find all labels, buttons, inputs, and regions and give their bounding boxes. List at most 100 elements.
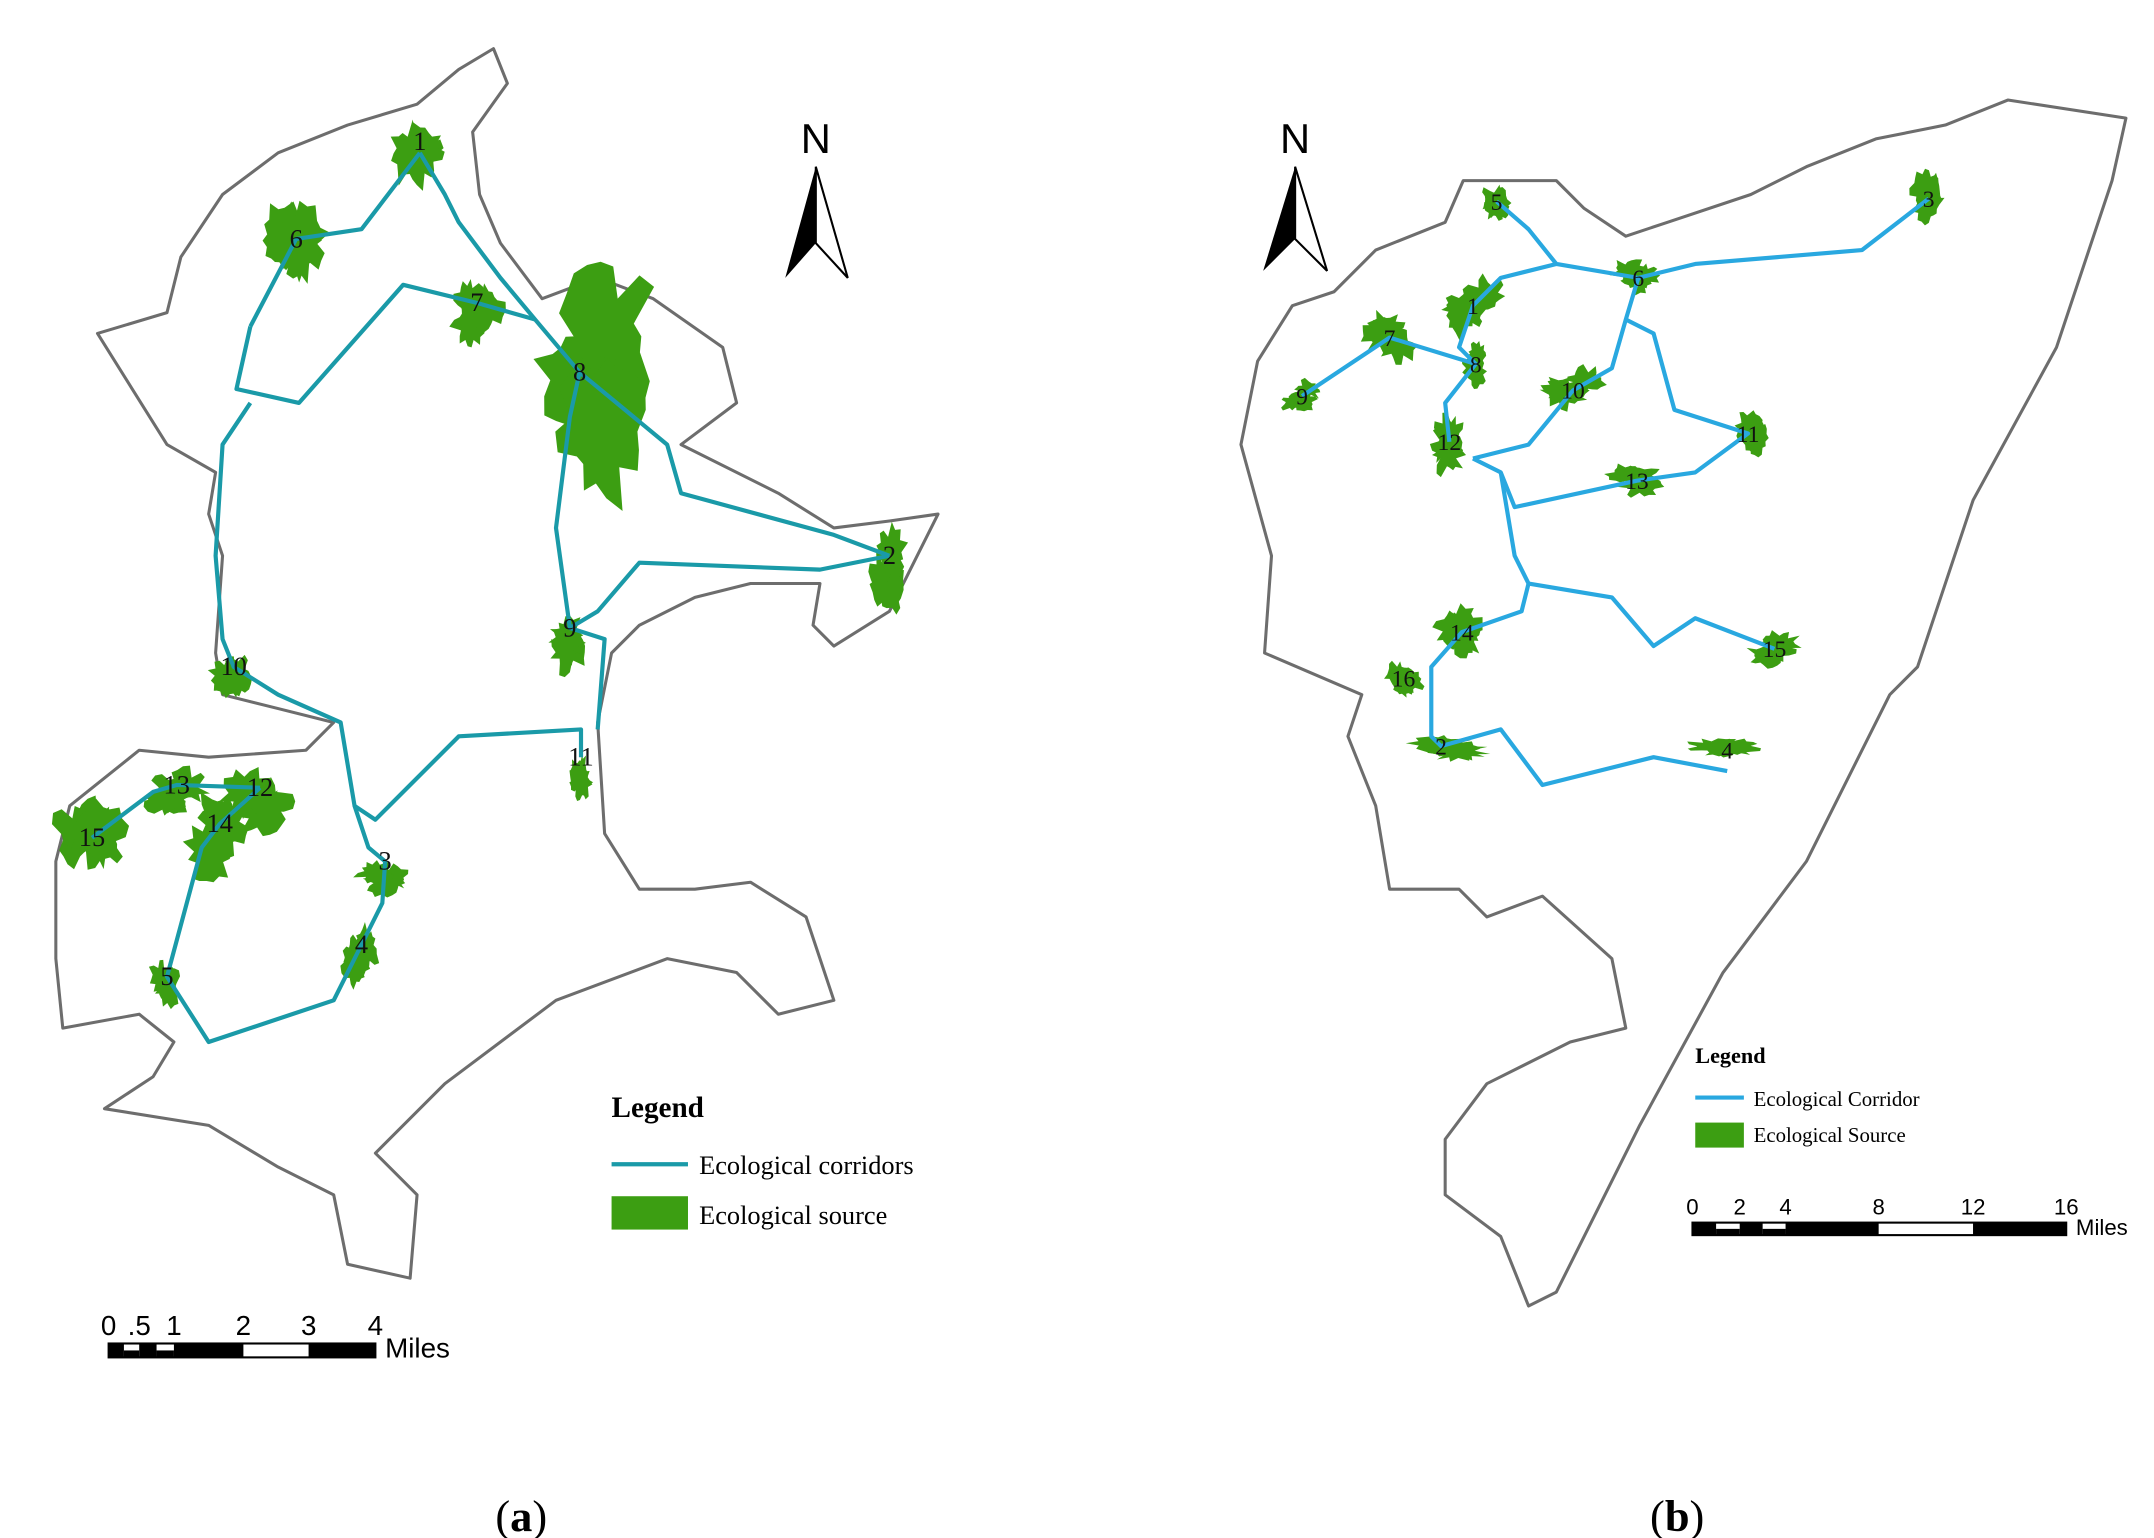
scale-segment [1716,1228,1740,1236]
scale-segment [123,1350,140,1358]
scale-segment [1739,1222,1763,1236]
corridor [213,401,584,822]
node-label: 15 [1763,637,1787,663]
node-label: 12 [1438,430,1462,456]
ecological-source [869,559,905,615]
node-label: 14 [207,808,233,838]
scale-segment [108,1343,124,1358]
node-label: 10 [220,651,246,681]
legend: Legend Ecological corridors Ecological s… [611,1092,914,1230]
caption-part: ( [1650,1491,1665,1538]
legend-swatch [611,1196,688,1230]
caption-letter: a [510,1491,532,1538]
corridor [1429,472,1728,788]
caption-part: ) [532,1491,547,1538]
legend: Legend Ecological Corridor Ecological So… [1695,1043,1920,1148]
legend-item: Ecological Source [1754,1123,1906,1147]
corridor [578,370,891,558]
ecological-source [1483,191,1510,220]
legend-title: Legend [1695,1043,1766,1068]
ecological-source [217,654,251,697]
ecological-source [1286,391,1319,412]
corridor [234,282,536,405]
corridor [418,151,582,374]
ecological-source [1909,168,1940,204]
north-label: N [1280,115,1310,162]
scale-label: 2 [1734,1194,1746,1219]
corridor [248,151,422,328]
node-label: 4 [355,929,368,959]
node-label: 2 [883,540,896,570]
scale-label: 0 [101,1310,116,1341]
scale-unit: Miles [385,1332,450,1363]
corridor [568,553,890,630]
node-label: 6 [290,223,303,253]
ecological-source [148,959,177,1000]
caption: (b) [1650,1491,1704,1538]
scale-segment [1692,1222,1717,1236]
ecological-sources [51,119,1945,1010]
ecological-source [398,122,445,175]
north-arrow: N [1263,115,1329,272]
node-label: 3 [379,846,392,876]
node-label: 8 [573,357,586,387]
corridor [1528,581,1776,651]
ecological-source [1742,419,1768,456]
scale-label: 8 [1872,1194,1884,1219]
scale-segment [139,1343,157,1358]
corridors [90,151,1930,1045]
node-label: 4 [1721,739,1733,765]
ecological-source [569,762,594,801]
scale-segment [1762,1228,1786,1236]
scale-label: 4 [368,1310,383,1341]
ecological-source [182,822,231,883]
ecological-source [1379,326,1418,365]
caption: (a) [495,1491,547,1538]
legend-item: Ecological source [699,1200,887,1230]
node-label: 16 [1392,666,1416,692]
ecological-source [1431,434,1467,478]
ecological-source [232,787,286,837]
scale-segment [173,1343,244,1358]
ecological-source [1388,670,1414,698]
ecological-source [1698,738,1761,755]
north-arrow: N [785,115,849,279]
scale-segment [308,1343,376,1358]
scale-unit: Miles [2076,1215,2128,1240]
scale-segment [1785,1222,1879,1236]
ecological-source [1604,463,1650,486]
legend-item: Ecological Corridor [1754,1087,1920,1111]
scale-label: .5 [128,1310,151,1341]
ecological-source [1746,646,1786,669]
ecological-source [555,354,646,511]
ecological-source [453,278,487,329]
node-label: 7 [470,287,483,317]
node-label: 3 [1923,187,1935,213]
caption-part: ( [495,1491,510,1538]
corridor [1472,317,1751,510]
scale-label: 0 [1686,1194,1698,1219]
caption-letter: b [1665,1491,1690,1538]
node-label: 7 [1384,326,1396,352]
node-label: 10 [1561,379,1585,405]
ecological-source [1446,296,1487,341]
legend-title: Legend [612,1092,704,1124]
ecological-source [873,521,909,584]
node-label: 11 [1737,422,1760,448]
node-label: 9 [1296,384,1308,410]
node-label: 12 [247,772,273,802]
region-outline [1239,98,2128,1308]
node-label: 6 [1632,266,1644,292]
node-label: 13 [1625,469,1649,495]
node-label: 13 [164,769,190,799]
scale-label: 1 [166,1310,181,1341]
scale-segment [1973,1222,2067,1236]
corridor [1443,261,1557,443]
scale-label: 3 [301,1310,316,1341]
ecological-source [1367,309,1406,345]
scale-label: 2 [236,1310,251,1341]
legend-swatch [1695,1122,1744,1148]
corridor [1472,277,1641,461]
